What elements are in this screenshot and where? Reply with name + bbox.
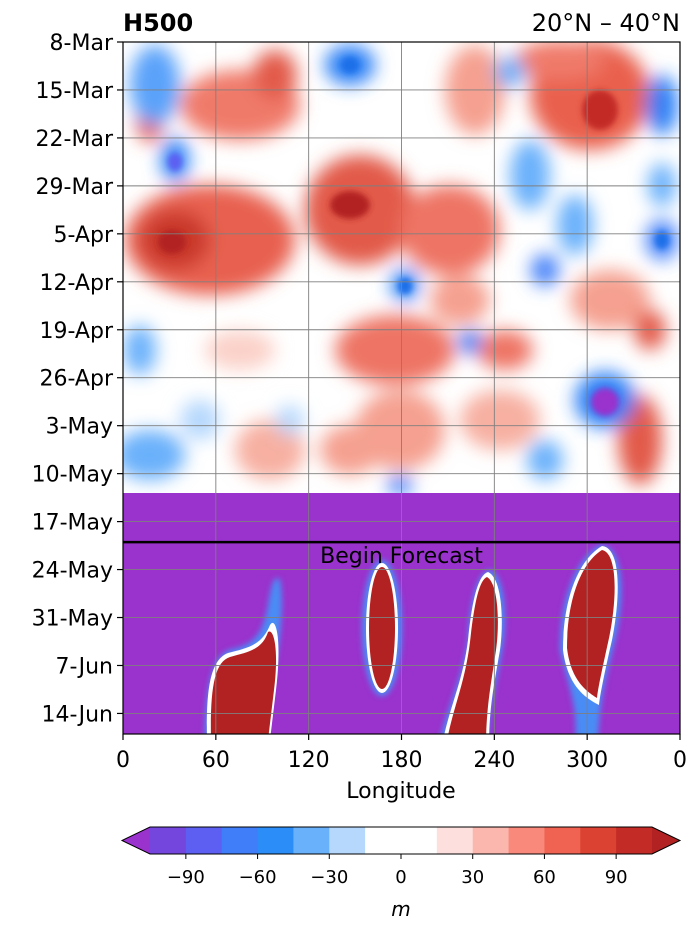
grid-lines: [123, 42, 680, 734]
chart-title-right: 20°N – 40°N: [532, 9, 680, 37]
forecast-core: [369, 567, 395, 689]
anomaly-blob: [335, 315, 455, 385]
anomaly-blob: [570, 270, 650, 330]
colorbar-tick-label: 60: [533, 867, 556, 888]
colorbar-tick-label: 30: [461, 867, 484, 888]
anomaly-blob: [400, 185, 500, 275]
anomaly-blob: [235, 420, 305, 480]
forecast-core: [448, 577, 498, 734]
anomaly-blob: [253, 50, 297, 100]
anomaly-blob: [430, 275, 490, 325]
y-tick-label: 5-Apr: [53, 223, 113, 248]
colorbar-segment: [472, 827, 510, 854]
y-tick-label: 29-Mar: [36, 175, 114, 200]
anomaly-blob: [320, 425, 380, 475]
anomaly-blob: [458, 330, 482, 354]
colorbar-segment: [185, 827, 223, 854]
colorbar-segment: [150, 827, 187, 854]
colorbar-segment: [508, 827, 545, 854]
anomaly-core: [655, 231, 669, 249]
x-axis-label: Longitude: [346, 779, 455, 804]
observed-anomalies: [123, 42, 678, 495]
colorbar-tick-label: −60: [239, 867, 277, 888]
colorbar-segment: [616, 827, 653, 854]
y-tick-label: 22-Mar: [36, 127, 114, 152]
anomaly-blob: [515, 42, 605, 80]
x-axis: 0 60 120 180 240 300 0: [116, 734, 687, 773]
anomaly-core: [158, 230, 186, 254]
chart-title-left: H500: [123, 9, 193, 37]
anomaly-blob: [618, 395, 662, 485]
colorbar-extend-low: [122, 827, 150, 854]
x-tick-label: 240: [473, 748, 515, 773]
x-tick-label: 180: [381, 748, 423, 773]
colorbar-tick-label: 90: [605, 867, 628, 888]
colorbar: −90 −60 −30 0 30 60 90: [120, 826, 682, 888]
colorbar-segment: [221, 827, 259, 854]
colorbar-tick-label: −30: [310, 867, 348, 888]
colorbar-segment: [544, 827, 581, 854]
anomaly-blob: [510, 140, 550, 210]
anomaly-core: [330, 191, 370, 219]
x-tick-label: 120: [288, 748, 330, 773]
anomaly-blob: [477, 330, 533, 370]
anomaly-blob: [527, 440, 563, 480]
colorbar-segment: [580, 827, 617, 854]
anomaly-blob: [388, 475, 412, 495]
x-tick-label: 0: [116, 748, 130, 773]
colorbar-segment: [401, 827, 438, 854]
y-tick-label: 8-Mar: [50, 31, 114, 56]
colorbar-segment: [293, 827, 330, 854]
x-tick-label: 0: [673, 748, 687, 773]
y-tick-label: 26-Apr: [39, 367, 113, 392]
colorbar-tick-label: 0: [395, 867, 406, 888]
begin-forecast-label: Begin Forecast: [320, 544, 483, 569]
anomaly-blob: [276, 405, 304, 435]
anomaly-blob: [123, 430, 185, 480]
colorbar-segment: [329, 827, 366, 854]
anomaly-blob: [460, 390, 540, 450]
anomaly-blob: [646, 75, 678, 135]
observed-cores: [158, 57, 669, 416]
anomaly-blob: [531, 254, 559, 286]
y-tick-label: 15-Mar: [36, 79, 114, 104]
y-axis: 8-Mar 15-Mar 22-Mar 29-Mar 5-Apr 12-Apr 19-Apr…: [32, 31, 123, 727]
anomaly-core: [582, 90, 618, 130]
y-tick-label: 19-Apr: [39, 319, 113, 344]
colorbar-outline: [120, 826, 682, 855]
y-tick-label: 3-May: [46, 415, 113, 440]
y-tick-label: 31-May: [32, 607, 113, 632]
y-tick-label: 12-Apr: [39, 271, 113, 296]
anomaly-core: [398, 278, 412, 294]
anomaly-blob: [130, 45, 180, 125]
colorbar-extend-high: [652, 827, 680, 854]
colorbar-segment: [365, 827, 402, 854]
forecast-streaks: [205, 545, 622, 734]
x-tick-label: 300: [566, 748, 608, 773]
x-tick-label: 60: [202, 748, 230, 773]
y-tick-label: 24-May: [32, 559, 113, 584]
anomaly-core: [341, 57, 359, 73]
anomaly-core: [168, 153, 182, 171]
heatmap-field: [123, 42, 680, 734]
anomaly-blob: [648, 163, 676, 207]
anomaly-blob: [205, 330, 275, 370]
anomaly-core: [591, 388, 619, 416]
anomaly-blob: [557, 195, 593, 255]
forecast-core: [567, 550, 615, 698]
y-tick-label: 14-Jun: [41, 702, 113, 727]
anomaly-blob: [180, 400, 220, 440]
y-tick-label: 10-May: [32, 463, 113, 488]
colorbar-tick-label: −90: [167, 867, 205, 888]
forecast-core: [210, 631, 276, 734]
colorbar-segment: [436, 827, 474, 854]
anomaly-blob: [124, 325, 156, 375]
colorbar-unit-label: m: [391, 897, 410, 921]
y-tick-label: 7-Jun: [55, 654, 113, 679]
colorbar-segment: [257, 827, 294, 854]
y-tick-label: 17-May: [32, 511, 113, 536]
anomaly-blob: [495, 57, 525, 87]
